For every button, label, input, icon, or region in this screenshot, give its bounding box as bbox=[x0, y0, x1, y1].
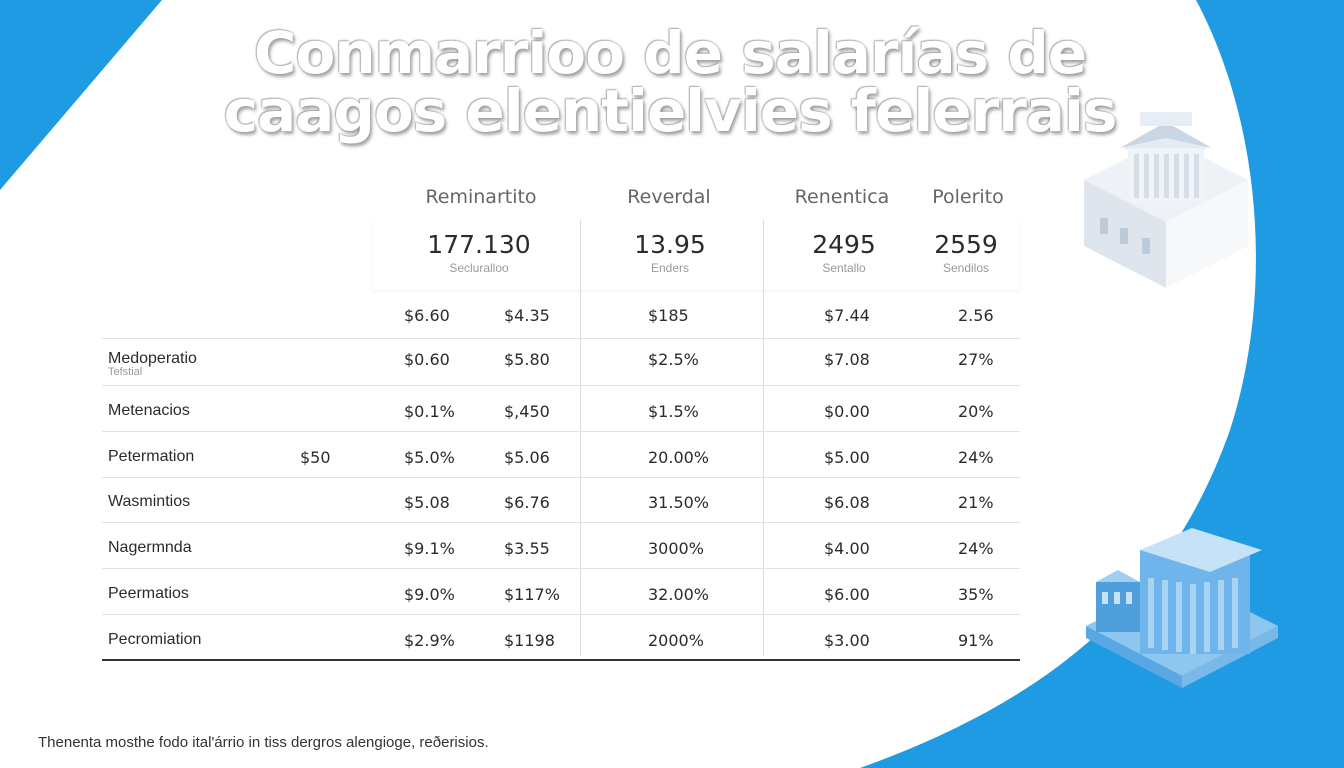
column-divider bbox=[763, 220, 764, 656]
row-label: Medoperatio bbox=[108, 350, 197, 367]
row-divider bbox=[102, 385, 1020, 386]
cell: 32.00% bbox=[648, 585, 710, 604]
page-title: Conmarrioo de salarías de caagos elentie… bbox=[120, 24, 1220, 140]
table-row: Peermatios $9.0% $117% 32.00% $6.00 35% bbox=[102, 571, 1020, 617]
column-header-4: Polerito bbox=[932, 186, 1004, 208]
cell: $5.0% bbox=[404, 448, 455, 467]
cell: $5.06 bbox=[504, 448, 550, 467]
top-left-blue-corner bbox=[0, 0, 162, 190]
cell: 24% bbox=[958, 539, 994, 558]
title-line-1: Conmarrioo de salarías de bbox=[253, 19, 1087, 87]
cell: $7.08 bbox=[824, 350, 870, 369]
cell: 27% bbox=[958, 350, 994, 369]
cell: $6.60 bbox=[404, 306, 450, 325]
cell: $9.1% bbox=[404, 539, 455, 558]
summary-panel bbox=[372, 220, 1020, 290]
cell: $2.9% bbox=[404, 631, 455, 650]
cell: $4.35 bbox=[504, 306, 550, 325]
row-label: Pecromiation bbox=[108, 631, 202, 648]
row-sublabel: Tefstial bbox=[108, 366, 143, 378]
row-label: Petermation bbox=[108, 448, 195, 465]
cell: $2.5% bbox=[648, 350, 699, 369]
cell: $1198 bbox=[504, 631, 555, 650]
summary-stat-1: 177.130 Secluralloo bbox=[404, 230, 554, 275]
cell: $5.00 bbox=[824, 448, 870, 467]
cell: $6.08 bbox=[824, 493, 870, 512]
cell: 2000% bbox=[648, 631, 704, 650]
cell: $4.00 bbox=[824, 539, 870, 558]
table-bottom-border bbox=[102, 659, 1020, 661]
table-row: Petermation $50 $5.0% $5.06 20.00% $5.00… bbox=[102, 434, 1020, 480]
cell: 91% bbox=[958, 631, 994, 650]
table-row: Nagermnda $9.1% $3.55 3000% $4.00 24% bbox=[102, 525, 1020, 571]
summary-stat-4: 2559 Sendilos bbox=[891, 230, 1041, 275]
row-divider bbox=[102, 431, 1020, 432]
stat-caption: Secluralloo bbox=[449, 261, 509, 275]
column-header-2: Reverdal bbox=[627, 186, 711, 208]
row-label: Peermatios bbox=[108, 585, 189, 602]
cell: $185 bbox=[648, 306, 689, 325]
column-header-1: Reminartito bbox=[425, 186, 537, 208]
row-divider bbox=[102, 477, 1020, 478]
title-line-2: caagos elentielvies felerrais bbox=[223, 77, 1118, 145]
cell: $1.5% bbox=[648, 402, 699, 421]
stat-value: 2495 bbox=[812, 230, 876, 259]
cell: $0.60 bbox=[404, 350, 450, 369]
column-header-3: Renentica bbox=[794, 186, 890, 208]
table-row: Wasmintios $5.08 $6.76 31.50% $6.08 21% bbox=[102, 479, 1020, 525]
cell: $6.00 bbox=[824, 585, 870, 604]
cell: $0.00 bbox=[824, 402, 870, 421]
cell: $6.76 bbox=[504, 493, 550, 512]
stat-value: 2559 bbox=[934, 230, 998, 259]
row-divider bbox=[102, 338, 1020, 339]
cell: 21% bbox=[958, 493, 994, 512]
government-building-icon bbox=[1084, 112, 1248, 288]
row-label: Metenacios bbox=[108, 402, 190, 419]
table-row: Pecromiation $2.9% $1198 2000% $3.00 91% bbox=[102, 617, 1020, 663]
summary-stat-3: 2495 Sentallo bbox=[769, 230, 919, 275]
table-row: Medoperatio Tefstial $0.60 $5.80 $2.5% $… bbox=[102, 336, 1020, 382]
cell: 35% bbox=[958, 585, 994, 604]
cell: $3.55 bbox=[504, 539, 550, 558]
stat-value: 177.130 bbox=[427, 230, 531, 259]
row-label: Wasmintios bbox=[108, 493, 191, 510]
cell: 2.56 bbox=[958, 306, 994, 325]
table-row: Metenacios $0.1% $,450 $1.5% $0.00 20% bbox=[102, 388, 1020, 434]
cell: 20.00% bbox=[648, 448, 710, 467]
cell: $3.00 bbox=[824, 631, 870, 650]
row-divider bbox=[102, 568, 1020, 569]
footnote: Thenenta mosthe fodo ital'árrio in tiss … bbox=[38, 734, 489, 751]
cell: $7.44 bbox=[824, 306, 870, 325]
stat-caption: Sentallo bbox=[822, 261, 866, 275]
summary-stat-2: 13.95 Enders bbox=[595, 230, 745, 275]
cell: $0.1% bbox=[404, 402, 455, 421]
cell: $117% bbox=[504, 585, 560, 604]
row-divider bbox=[102, 614, 1020, 615]
table-row: $6.60 $4.35 $185 $7.44 2.56 bbox=[102, 292, 1020, 338]
government-building-blue-icon bbox=[1086, 528, 1278, 688]
stat-caption: Enders bbox=[650, 261, 690, 275]
cell: 3000% bbox=[648, 539, 704, 558]
cell: 31.50% bbox=[648, 493, 710, 512]
row-divider bbox=[102, 522, 1020, 523]
cell: 20% bbox=[958, 402, 994, 421]
cell: $5.80 bbox=[504, 350, 550, 369]
row-label: Nagermnda bbox=[108, 539, 192, 556]
cell: $5.08 bbox=[404, 493, 450, 512]
cell: 24% bbox=[958, 448, 994, 467]
stat-caption: Sendilos bbox=[942, 261, 990, 275]
stat-value: 13.95 bbox=[634, 230, 706, 259]
cell: $,450 bbox=[504, 402, 550, 421]
cell-extra: $50 bbox=[300, 448, 331, 467]
cell: $9.0% bbox=[404, 585, 455, 604]
column-divider bbox=[580, 220, 581, 656]
